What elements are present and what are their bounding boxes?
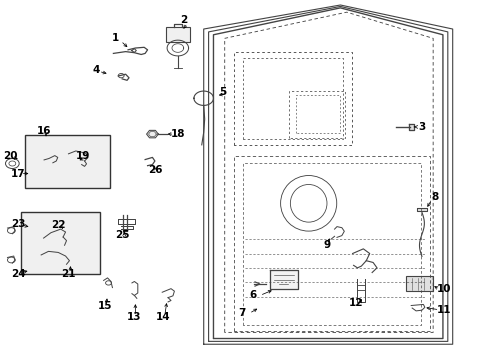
Text: 3: 3 <box>418 122 425 132</box>
Text: 16: 16 <box>37 126 51 135</box>
Polygon shape <box>417 208 427 211</box>
Text: 21: 21 <box>61 269 76 279</box>
Text: 20: 20 <box>2 150 17 161</box>
Text: 17: 17 <box>11 168 25 179</box>
Text: 25: 25 <box>115 230 129 239</box>
Bar <box>166 27 190 41</box>
Text: 14: 14 <box>156 312 171 322</box>
Text: 9: 9 <box>324 240 331 250</box>
Text: 7: 7 <box>238 309 245 318</box>
Text: 10: 10 <box>437 284 452 294</box>
Bar <box>24 135 110 188</box>
Bar <box>21 212 100 274</box>
Text: 19: 19 <box>76 150 90 161</box>
Text: 12: 12 <box>349 298 364 308</box>
Text: 1: 1 <box>112 33 120 43</box>
Text: 4: 4 <box>93 64 100 75</box>
Text: 5: 5 <box>220 87 227 97</box>
Text: 6: 6 <box>249 291 256 301</box>
Text: 24: 24 <box>11 269 25 279</box>
Text: 2: 2 <box>180 15 188 26</box>
Text: 8: 8 <box>431 192 438 202</box>
Text: 18: 18 <box>171 129 185 139</box>
Polygon shape <box>270 270 298 289</box>
Text: 13: 13 <box>126 312 141 322</box>
Text: 11: 11 <box>437 305 452 315</box>
Polygon shape <box>147 130 158 138</box>
Text: 15: 15 <box>98 301 112 311</box>
Text: 22: 22 <box>51 220 66 230</box>
Text: 26: 26 <box>147 165 162 175</box>
Polygon shape <box>409 124 414 130</box>
Bar <box>406 276 433 291</box>
Text: 23: 23 <box>11 219 25 229</box>
